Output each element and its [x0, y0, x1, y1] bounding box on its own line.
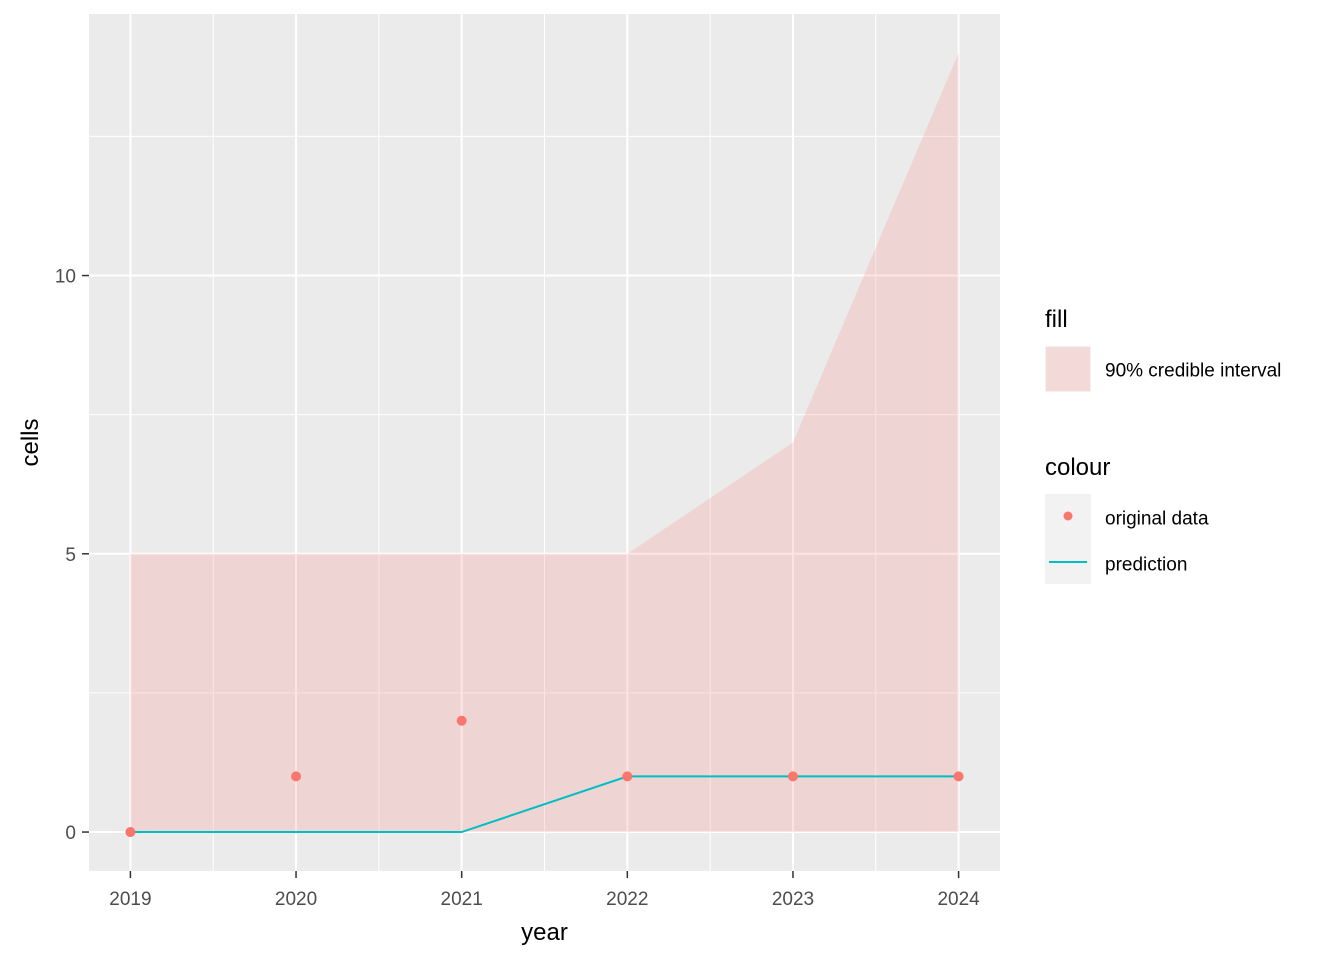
x-tick-label: 2019 — [109, 889, 151, 910]
x-tick-label: 2022 — [606, 889, 648, 910]
x-tick-label: 2023 — [772, 889, 814, 910]
legend-fill-title: fill — [1045, 306, 1068, 333]
legend-fill-swatch — [1046, 347, 1090, 391]
x-tick-label: 2021 — [441, 889, 483, 910]
y-tick-label: 0 — [65, 823, 76, 844]
data-point — [456, 715, 467, 726]
y-axis-title: cells — [17, 418, 44, 466]
legend-colour-label-original: original data — [1105, 509, 1209, 530]
original-data-layer — [125, 715, 964, 838]
data-point — [953, 771, 964, 782]
data-point — [787, 771, 798, 782]
prediction-line — [130, 775, 959, 834]
prediction-layer — [130, 775, 959, 834]
y-tick-label: 10 — [55, 267, 76, 288]
legend: fill 90% credible interval colour origin… — [1045, 306, 1281, 584]
legend-colour-label-prediction: prediction — [1105, 555, 1187, 576]
legend-point-key — [1063, 511, 1073, 521]
x-tick-label: 2024 — [937, 889, 980, 910]
data-point — [125, 827, 136, 838]
x-axis-title: year — [521, 919, 568, 946]
axes: 2019 2020 2021 2022 2023 2024 0 5 10 — [55, 267, 980, 910]
legend-fill-label: 90% credible interval — [1105, 361, 1281, 382]
y-tick-label: 5 — [65, 545, 76, 566]
credible-interval-band — [130, 52, 959, 833]
legend-fill-key-background — [1045, 346, 1091, 392]
x-tick-label: 2020 — [275, 889, 317, 910]
data-point — [622, 771, 633, 782]
legend-colour-key-background — [1045, 494, 1091, 584]
minor-gridlines — [89, 14, 1000, 871]
major-gridlines — [89, 14, 1000, 871]
credible-interval-layer — [130, 52, 959, 833]
legend-colour-title: colour — [1045, 454, 1110, 481]
data-point — [291, 771, 302, 782]
